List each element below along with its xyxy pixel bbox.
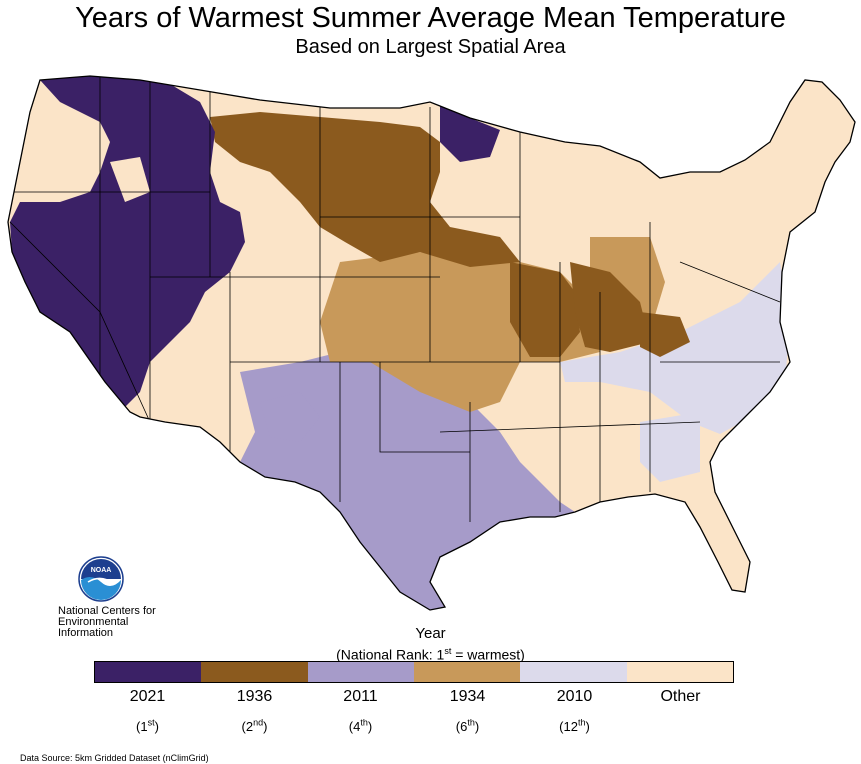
ncei-line-3: Information [58,627,114,639]
legend-swatch-2021 [95,662,202,682]
region-2011-west-texas [260,392,320,442]
legend-subtitle: (National Rank: 1st = warmest) [336,646,525,663]
legend-color-bar [94,661,734,683]
legend-label-1936: 1936 [236,688,273,705]
region-2021-minnesota [440,102,500,162]
legend-rank-2021: (1st) [136,717,159,734]
ncei-label: National Centers for Environmental Infor… [58,606,178,639]
region-1936-dakotas [210,112,520,267]
region-2021-northwest [10,76,245,412]
legend-label-2021: 2021 [129,688,166,705]
us-map [7,75,856,611]
legend-rank-1934: (6th) [455,717,480,734]
legend-label-2011: 2011 [343,688,378,705]
data-source-note: Data Source: 5km Gridded Dataset (nClimG… [20,753,209,763]
map-subtitle: Based on Largest Spatial Area [295,36,566,58]
legend-swatch-2011 [307,662,414,682]
legend-rank-1936: (2nd) [241,717,268,734]
legend-rank-2010: (12th) [559,717,590,734]
ncei-line-2: Environmental [58,616,129,628]
ncei-line-1: National Centers for [58,605,156,617]
region-2021-idaho-other [110,157,150,202]
region-2021-coast-other [14,132,60,187]
legend-swatch-1934 [413,662,521,682]
region-1936-midwest [510,262,580,357]
region-2010-georgia [640,412,700,482]
legend-swatch-1936 [201,662,308,682]
legend-label-1934: 1934 [449,688,486,705]
state-boundaries [9,77,781,522]
map-title: Years of Warmest Summer Average Mean Tem… [75,2,786,34]
legend-swatch-2010 [520,662,627,682]
svg-text:NOAA: NOAA [91,567,112,574]
legend-rank-2011: (4th) [348,717,373,734]
region-2011-texas [240,352,575,610]
noaa-logo: NOAA [78,556,124,602]
legend-title: Year [415,625,446,642]
legend-swatch-other [626,662,733,682]
legend-label-2010: 2010 [556,688,593,705]
legend-label-other: Other [660,688,701,705]
region-1936-kentucky [640,312,690,357]
region-1936-illinois [570,262,650,352]
